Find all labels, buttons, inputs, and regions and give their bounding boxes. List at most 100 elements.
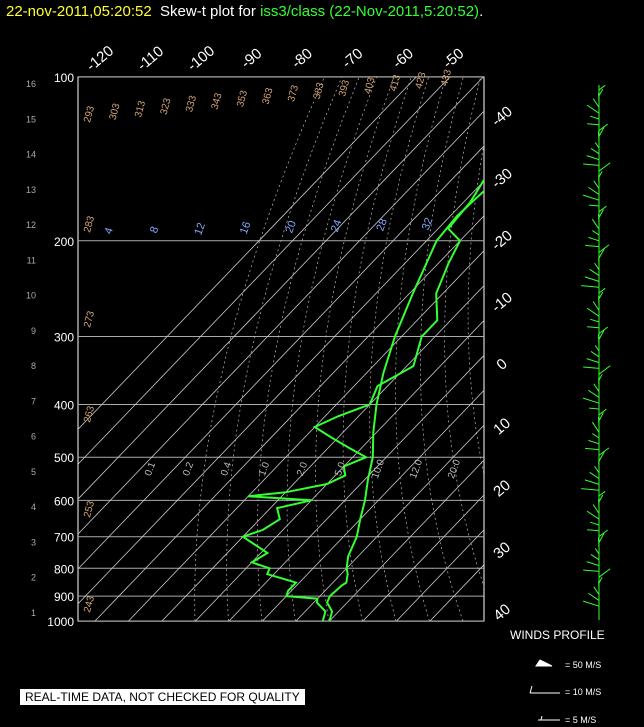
dry-adiabat xyxy=(226,77,343,621)
legend-barb-10 xyxy=(529,685,560,694)
wind-barb xyxy=(594,548,600,555)
theta-label: 313 xyxy=(133,99,148,118)
pressure-label: 400 xyxy=(54,399,74,413)
dry-adiabat xyxy=(342,77,412,621)
wind-barb xyxy=(587,326,600,329)
isotherm-line xyxy=(78,145,484,570)
theta-label: 243 xyxy=(82,594,97,613)
wind-barb xyxy=(594,465,600,474)
legend-50: = 50 M/S xyxy=(565,660,602,670)
wind-barb xyxy=(583,569,600,572)
pressure-label: 100 xyxy=(54,71,74,85)
height-label: 4 xyxy=(31,502,36,512)
wind-barb xyxy=(598,533,605,543)
wind-barb xyxy=(586,155,600,161)
wind-barb xyxy=(598,374,603,381)
isotherm-line xyxy=(329,459,484,621)
dry-adiabat xyxy=(369,77,429,621)
theta-label: 263 xyxy=(82,404,97,423)
legend-barb-50 xyxy=(535,659,553,667)
temperature-label: 30 xyxy=(490,539,514,563)
theta-label: 383 xyxy=(312,81,327,100)
height-label: 14 xyxy=(26,150,36,160)
height-label: 2 xyxy=(31,573,36,583)
wind-barb xyxy=(598,247,606,259)
isotherm-line xyxy=(362,494,484,621)
wind-barb xyxy=(582,397,600,404)
wind-barb xyxy=(598,529,609,537)
wind-barb xyxy=(598,568,611,578)
height-label: 6 xyxy=(31,432,36,442)
pressure-label: 1000 xyxy=(47,615,74,629)
wind-barb xyxy=(598,123,609,131)
wind-barb xyxy=(598,494,604,503)
quality-notice: REAL-TIME DATA, NOT CHECKED FOR QUALITY xyxy=(20,689,305,705)
mixing-label: 20 xyxy=(283,219,298,235)
dry-adiabat xyxy=(444,77,484,588)
temperature-label: -60 xyxy=(389,45,417,72)
theta-label: 403 xyxy=(363,76,378,95)
wind-barb xyxy=(589,204,600,207)
temperature-label: 10 xyxy=(490,415,514,439)
wind-barb xyxy=(598,291,604,300)
wind-barb xyxy=(589,471,600,480)
wind-barb xyxy=(590,115,600,120)
dry-adiabat xyxy=(420,77,464,621)
wind-barb xyxy=(591,218,600,230)
temperature-label: -10 xyxy=(488,289,516,316)
isotherm-line xyxy=(78,77,451,465)
wind-barb xyxy=(597,131,600,143)
mixing-label: 0.2 xyxy=(181,460,196,477)
title-datetime: 22-nov-2011,05:20:52 xyxy=(6,3,152,20)
temperature-label: -120 xyxy=(83,42,117,74)
title-end: . xyxy=(479,3,484,20)
theta-label: 413 xyxy=(388,73,403,92)
dry-adiabat xyxy=(513,77,597,621)
mixing-label: 20.0 xyxy=(446,458,463,480)
wind-barb xyxy=(592,98,600,108)
wind-barb xyxy=(598,408,607,416)
height-label: 10 xyxy=(26,291,36,301)
dry-adiabat xyxy=(467,142,484,477)
theta-label: 283 xyxy=(82,214,97,233)
wind-barb xyxy=(592,504,600,514)
wind-barb xyxy=(598,162,611,172)
wind-barb xyxy=(594,345,600,352)
wind-barb xyxy=(588,236,600,242)
wind-barb xyxy=(589,407,600,410)
wind-barb xyxy=(584,479,600,485)
wind-barb xyxy=(586,307,600,317)
isotherm-line xyxy=(161,285,484,621)
wind-barb xyxy=(594,262,600,271)
temperature-label: -20 xyxy=(488,227,516,254)
height-label: 15 xyxy=(26,114,36,124)
wind-barb xyxy=(592,230,600,236)
height-label: 3 xyxy=(31,537,36,547)
mixing-label: 4 xyxy=(102,226,115,236)
dry-adiabat xyxy=(615,77,644,621)
mixing-label: 5.0 xyxy=(333,460,348,477)
wind-barb xyxy=(583,366,600,369)
wind-barb xyxy=(598,171,603,178)
dry-adiabat xyxy=(596,77,644,621)
legend-5: = 5 M/S xyxy=(565,715,597,725)
temperature-line xyxy=(325,189,484,621)
isotherm-line xyxy=(78,77,484,500)
pressure-label: 200 xyxy=(54,235,74,249)
wind-barb xyxy=(593,180,600,189)
wind-barb xyxy=(597,537,600,549)
wind-barb xyxy=(598,412,604,421)
mixing-label: 0.1 xyxy=(143,460,158,477)
height-label: 5 xyxy=(31,467,36,477)
dry-adiabat xyxy=(194,77,325,621)
legend-barb-5 xyxy=(538,715,560,721)
wind-barb xyxy=(581,285,600,288)
wind-barb xyxy=(590,148,600,155)
dry-adiabat xyxy=(634,77,644,621)
wind-barb xyxy=(584,276,600,282)
isotherm-line xyxy=(228,354,484,621)
wind-barb xyxy=(592,301,600,311)
temperature-label: -30 xyxy=(488,165,516,192)
pressure-label: 600 xyxy=(54,494,74,508)
